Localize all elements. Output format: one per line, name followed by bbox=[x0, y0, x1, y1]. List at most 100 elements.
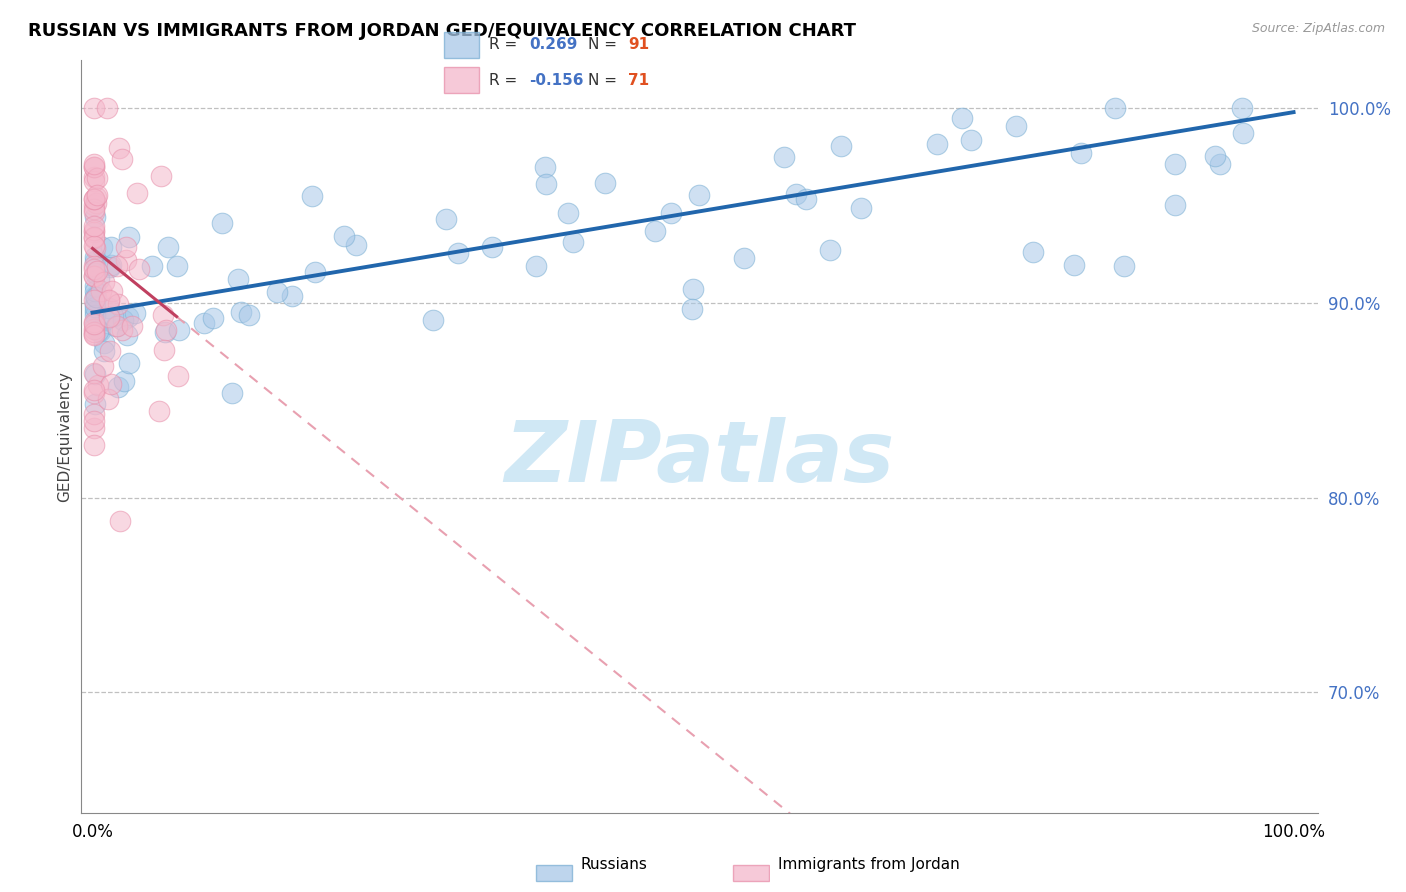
Point bbox=[1104, 101, 1126, 115]
Point bbox=[152, 309, 174, 323]
Point bbox=[108, 515, 131, 529]
Point bbox=[90, 285, 112, 299]
Point bbox=[481, 240, 503, 254]
Bar bbox=[733, 865, 769, 881]
Point bbox=[100, 377, 122, 392]
Point bbox=[115, 328, 138, 343]
Point bbox=[557, 205, 579, 219]
Point bbox=[228, 271, 250, 285]
Point bbox=[83, 327, 105, 342]
Point bbox=[533, 160, 555, 174]
Point bbox=[153, 343, 176, 357]
Point bbox=[927, 137, 949, 152]
Point bbox=[193, 316, 215, 330]
Point bbox=[524, 259, 547, 273]
Point bbox=[83, 421, 105, 435]
Point bbox=[83, 205, 105, 219]
Text: Russians: Russians bbox=[581, 857, 648, 872]
Point bbox=[83, 269, 105, 284]
Text: R =: R = bbox=[489, 37, 523, 53]
Text: N =: N = bbox=[588, 37, 621, 53]
Point bbox=[84, 300, 107, 314]
Point bbox=[107, 141, 129, 155]
Point bbox=[98, 260, 121, 274]
Point bbox=[84, 397, 107, 411]
Point bbox=[794, 193, 817, 207]
Point bbox=[83, 259, 105, 273]
Point bbox=[100, 259, 122, 273]
Point bbox=[148, 404, 170, 418]
Point bbox=[156, 240, 179, 254]
Point bbox=[772, 150, 794, 164]
Point bbox=[83, 101, 105, 115]
Point bbox=[111, 312, 134, 326]
Text: Immigrants from Jordan: Immigrants from Jordan bbox=[778, 857, 959, 872]
Point bbox=[84, 190, 107, 204]
Point bbox=[87, 324, 110, 338]
Point bbox=[83, 386, 105, 401]
Point bbox=[849, 201, 872, 215]
Point bbox=[280, 289, 302, 303]
Point bbox=[1232, 126, 1254, 140]
Point bbox=[266, 285, 288, 299]
Point bbox=[86, 264, 108, 278]
Point bbox=[84, 266, 107, 280]
Point bbox=[238, 308, 260, 322]
Point bbox=[167, 368, 190, 383]
Text: 91: 91 bbox=[628, 37, 650, 53]
Point bbox=[83, 174, 105, 188]
Point bbox=[105, 318, 128, 333]
Point bbox=[818, 243, 841, 257]
Point bbox=[229, 305, 252, 319]
Point bbox=[84, 304, 107, 318]
Point bbox=[84, 284, 107, 298]
Point bbox=[830, 139, 852, 153]
Point bbox=[785, 187, 807, 202]
Point bbox=[83, 321, 105, 335]
Bar bbox=[444, 67, 478, 93]
Point bbox=[87, 377, 110, 392]
Point bbox=[83, 202, 105, 216]
Point bbox=[96, 101, 118, 115]
Point bbox=[87, 272, 110, 286]
Point bbox=[682, 282, 704, 296]
Point bbox=[107, 380, 129, 394]
Point bbox=[83, 161, 105, 175]
Point bbox=[83, 192, 105, 206]
Point bbox=[83, 262, 105, 277]
Point bbox=[83, 241, 105, 255]
Point bbox=[91, 240, 114, 254]
Point bbox=[202, 311, 225, 326]
Point bbox=[97, 301, 120, 315]
Point bbox=[1070, 145, 1092, 160]
Point bbox=[84, 318, 107, 332]
Point bbox=[98, 344, 121, 359]
Point bbox=[128, 262, 150, 277]
Point bbox=[101, 284, 124, 298]
Point bbox=[84, 289, 107, 303]
Bar bbox=[536, 865, 572, 881]
Point bbox=[84, 297, 107, 311]
Point bbox=[121, 319, 143, 334]
Point bbox=[84, 211, 107, 225]
Point bbox=[221, 385, 243, 400]
Point bbox=[167, 323, 190, 337]
Point bbox=[101, 310, 124, 324]
Point bbox=[301, 189, 323, 203]
Point bbox=[536, 177, 558, 191]
Point bbox=[1022, 245, 1045, 260]
Point bbox=[83, 160, 105, 174]
Point bbox=[155, 323, 177, 337]
Point bbox=[93, 313, 115, 327]
Point bbox=[332, 228, 354, 243]
Point bbox=[114, 253, 136, 268]
Point bbox=[112, 374, 135, 388]
Point bbox=[83, 229, 105, 244]
Point bbox=[83, 384, 105, 398]
Text: RUSSIAN VS IMMIGRANTS FROM JORDAN GED/EQUIVALENCY CORRELATION CHART: RUSSIAN VS IMMIGRANTS FROM JORDAN GED/EQ… bbox=[28, 22, 856, 40]
Point bbox=[117, 230, 139, 244]
Text: ZIPatlas: ZIPatlas bbox=[503, 417, 894, 500]
Point bbox=[86, 170, 108, 185]
Point bbox=[141, 259, 163, 273]
Point bbox=[83, 222, 105, 236]
